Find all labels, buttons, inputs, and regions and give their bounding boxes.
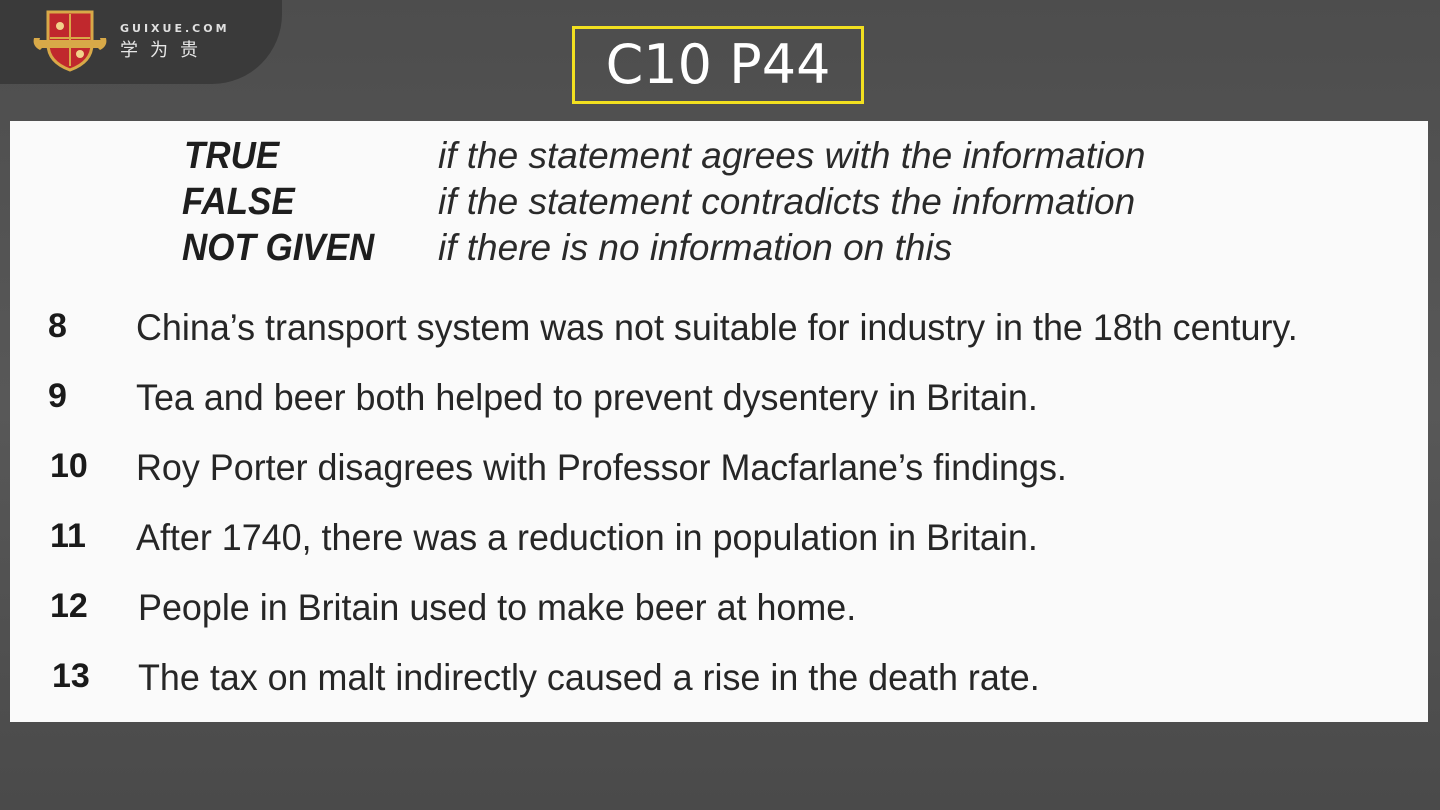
question-text: The tax on malt indirectly caused a rise… (138, 657, 1040, 698)
question-panel: TRUE if the statement agrees with the in… (10, 121, 1428, 722)
question-text: China’s transport system was not suitabl… (136, 307, 1298, 348)
question-number: 12 (50, 587, 88, 625)
question-number: 8 (48, 307, 67, 345)
legend-term: FALSE (182, 181, 295, 223)
question-number: 13 (52, 657, 90, 695)
question-text: People in Britain used to make beer at h… (138, 587, 857, 628)
logo-tab: GUIXUE.COM 学为贵 (0, 0, 282, 84)
brand-name: 学为贵 (120, 40, 210, 61)
legend-desc: if the statement contradicts the informa… (438, 181, 1136, 222)
legend-desc: if the statement agrees with the informa… (438, 135, 1146, 176)
slide-title-box: C10 P44 (572, 26, 864, 104)
legend-desc: if there is no information on this (438, 227, 953, 268)
brand-site: GUIXUE.COM (120, 22, 230, 35)
slide-title: C10 P44 (605, 33, 831, 96)
question-text: After 1740, there was a reduction in pop… (136, 517, 1038, 558)
legend-term: NOT GIVEN (182, 227, 375, 269)
question-text: Tea and beer both helped to prevent dyse… (136, 377, 1038, 418)
question-number: 10 (50, 447, 88, 485)
shield-logo-icon (33, 10, 107, 72)
legend-term: TRUE (184, 135, 280, 177)
question-text: Roy Porter disagrees with Professor Macf… (136, 447, 1067, 488)
question-number: 11 (50, 517, 86, 555)
question-number: 9 (48, 377, 67, 415)
